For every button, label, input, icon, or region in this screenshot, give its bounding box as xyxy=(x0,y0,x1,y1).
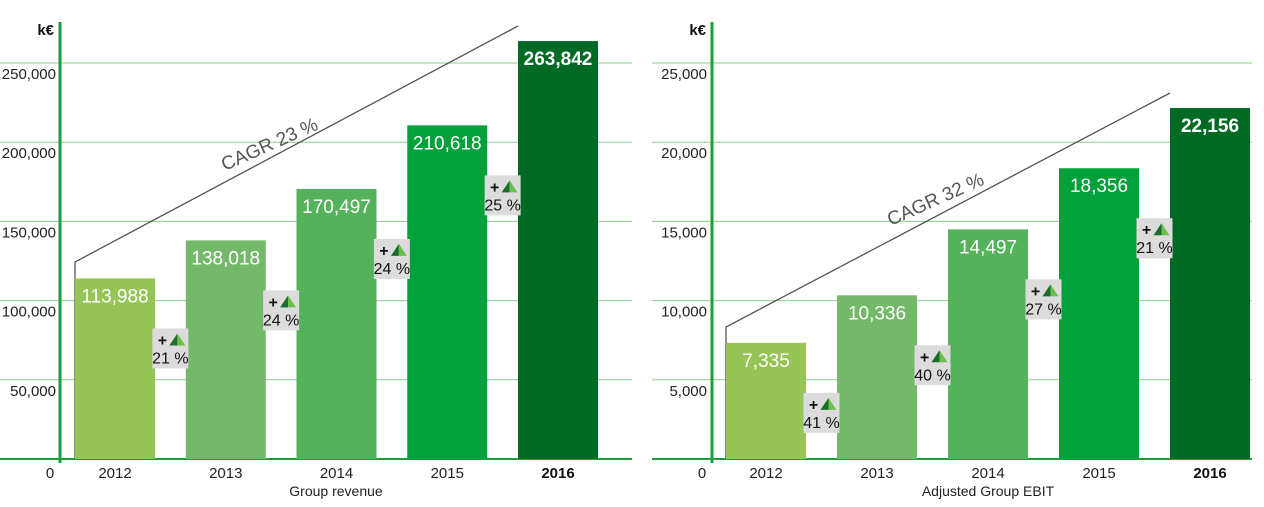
growth-plus-sign: + xyxy=(379,243,388,260)
y-tick-label: 15,000 xyxy=(661,224,707,241)
bar-2016 xyxy=(518,41,598,459)
bar-value-label: 170,497 xyxy=(302,197,371,218)
x-tick-label: 2014 xyxy=(320,465,353,482)
growth-value: 24 % xyxy=(374,261,410,278)
growth-plus-sign: + xyxy=(1142,222,1151,239)
x-tick-label: 2013 xyxy=(860,465,893,482)
growth-value: 21 % xyxy=(152,350,188,367)
growth-up-triangle-icon xyxy=(1050,284,1059,297)
growth-plus-sign: + xyxy=(920,349,929,366)
growth-plus-sign: + xyxy=(1031,283,1040,300)
y-tick-label: 250,000 xyxy=(2,66,56,83)
growth-up-triangle-icon xyxy=(828,397,837,410)
y-tick-label: 0 xyxy=(46,465,54,482)
chart-caption: Adjusted Group EBIT xyxy=(922,483,1055,499)
growth-badge: +40 % xyxy=(914,345,951,386)
growth-value: 21 % xyxy=(1136,240,1172,257)
bar-2012 xyxy=(75,278,155,459)
bar-value-label: 113,988 xyxy=(81,286,148,307)
growth-up-triangle-icon xyxy=(390,243,399,256)
bar-2016 xyxy=(1170,108,1250,460)
growth-badge: +27 % xyxy=(1025,279,1062,320)
growth-value: 40 % xyxy=(914,367,950,384)
x-tick-label: 2012 xyxy=(98,465,131,482)
growth-up-triangle-icon xyxy=(280,295,289,308)
growth-up-triangle-icon xyxy=(288,295,297,308)
growth-value: 27 % xyxy=(1025,301,1061,318)
growth-badge-bg xyxy=(1025,279,1062,320)
x-tick-label: 2012 xyxy=(749,465,782,482)
y-axis-unit: k€ xyxy=(37,22,54,39)
growth-value: 25 % xyxy=(484,197,520,214)
y-tick-label: 100,000 xyxy=(2,304,56,321)
growth-plus-sign: + xyxy=(809,397,818,414)
growth-plus-sign: + xyxy=(490,179,499,196)
bar-value-label: 7,335 xyxy=(742,351,790,372)
x-tick-label: 2013 xyxy=(209,465,242,482)
growth-up-triangle-icon xyxy=(1153,223,1162,236)
y-axis-unit: k€ xyxy=(689,22,706,39)
bar-2015 xyxy=(407,125,488,459)
bar-2012 xyxy=(726,342,806,459)
growth-up-triangle-icon xyxy=(501,180,510,193)
growth-badge: +24 % xyxy=(373,238,410,279)
bar-value-label: 138,018 xyxy=(191,248,260,269)
growth-up-triangle-icon xyxy=(931,350,940,363)
growth-up-triangle-icon xyxy=(939,350,948,363)
growth-badge-bg xyxy=(1136,218,1173,259)
x-tick-label: 2016 xyxy=(1193,465,1226,482)
growth-plus-sign: + xyxy=(158,332,167,349)
y-tick-label: 25,000 xyxy=(661,66,707,83)
y-tick-label: 150,000 xyxy=(2,224,56,241)
y-tick-label: 200,000 xyxy=(2,145,56,162)
bar-2013 xyxy=(837,295,917,459)
growth-badge: +21 % xyxy=(1136,218,1173,259)
cagr-label: CAGR 23 % xyxy=(218,114,321,175)
growth-up-triangle-icon xyxy=(177,333,186,346)
bar-value-label: 14,497 xyxy=(959,237,1017,258)
bar-value-label: 10,336 xyxy=(848,303,906,324)
growth-up-triangle-icon xyxy=(398,243,407,256)
chart-caption: Group revenue xyxy=(289,483,383,499)
growth-up-triangle-icon xyxy=(1161,223,1170,236)
x-tick-label: 2016 xyxy=(541,465,574,482)
y-tick-label: 5,000 xyxy=(669,383,707,400)
y-tick-label: 20,000 xyxy=(661,145,707,162)
bar-2014 xyxy=(296,188,377,460)
bar-2015 xyxy=(1059,168,1139,459)
bar-value-label: 22,156 xyxy=(1181,116,1239,137)
bar-value-label: 18,356 xyxy=(1070,176,1128,197)
chart-panel-1: 0 50,000 100,000 150,000 200,000 250,000 k€ CAG… xyxy=(0,22,632,499)
growth-badge-bg xyxy=(484,175,521,216)
growth-badge-bg xyxy=(263,290,300,331)
x-tick-label: 2015 xyxy=(1082,465,1115,482)
growth-badge: +21 % xyxy=(152,328,189,369)
growth-badge-bg xyxy=(803,392,840,433)
bar-2013 xyxy=(185,240,266,459)
y-tick-label: 0 xyxy=(698,465,706,482)
x-tick-label: 2015 xyxy=(431,465,464,482)
growth-badge-bg xyxy=(152,328,189,369)
growth-up-triangle-icon xyxy=(509,180,518,193)
growth-up-triangle-icon xyxy=(1042,284,1051,297)
y-tick-label: 50,000 xyxy=(10,383,56,400)
growth-value: 41 % xyxy=(803,415,839,432)
growth-up-triangle-icon xyxy=(820,397,829,410)
growth-badge: +24 % xyxy=(263,290,300,331)
y-tick-label: 10,000 xyxy=(661,304,707,321)
growth-value: 24 % xyxy=(263,312,299,329)
x-tick-label: 2014 xyxy=(971,465,1004,482)
growth-badge-bg xyxy=(914,345,951,386)
growth-up-triangle-icon xyxy=(169,333,178,346)
growth-badge-bg xyxy=(373,238,410,279)
bar-value-label: 263,842 xyxy=(524,49,593,70)
bar-value-label: 210,618 xyxy=(413,133,482,154)
growth-plus-sign: + xyxy=(268,294,277,311)
growth-badge: +41 % xyxy=(803,392,840,433)
growth-badge: +25 % xyxy=(484,175,521,216)
bar-2014 xyxy=(948,229,1028,459)
